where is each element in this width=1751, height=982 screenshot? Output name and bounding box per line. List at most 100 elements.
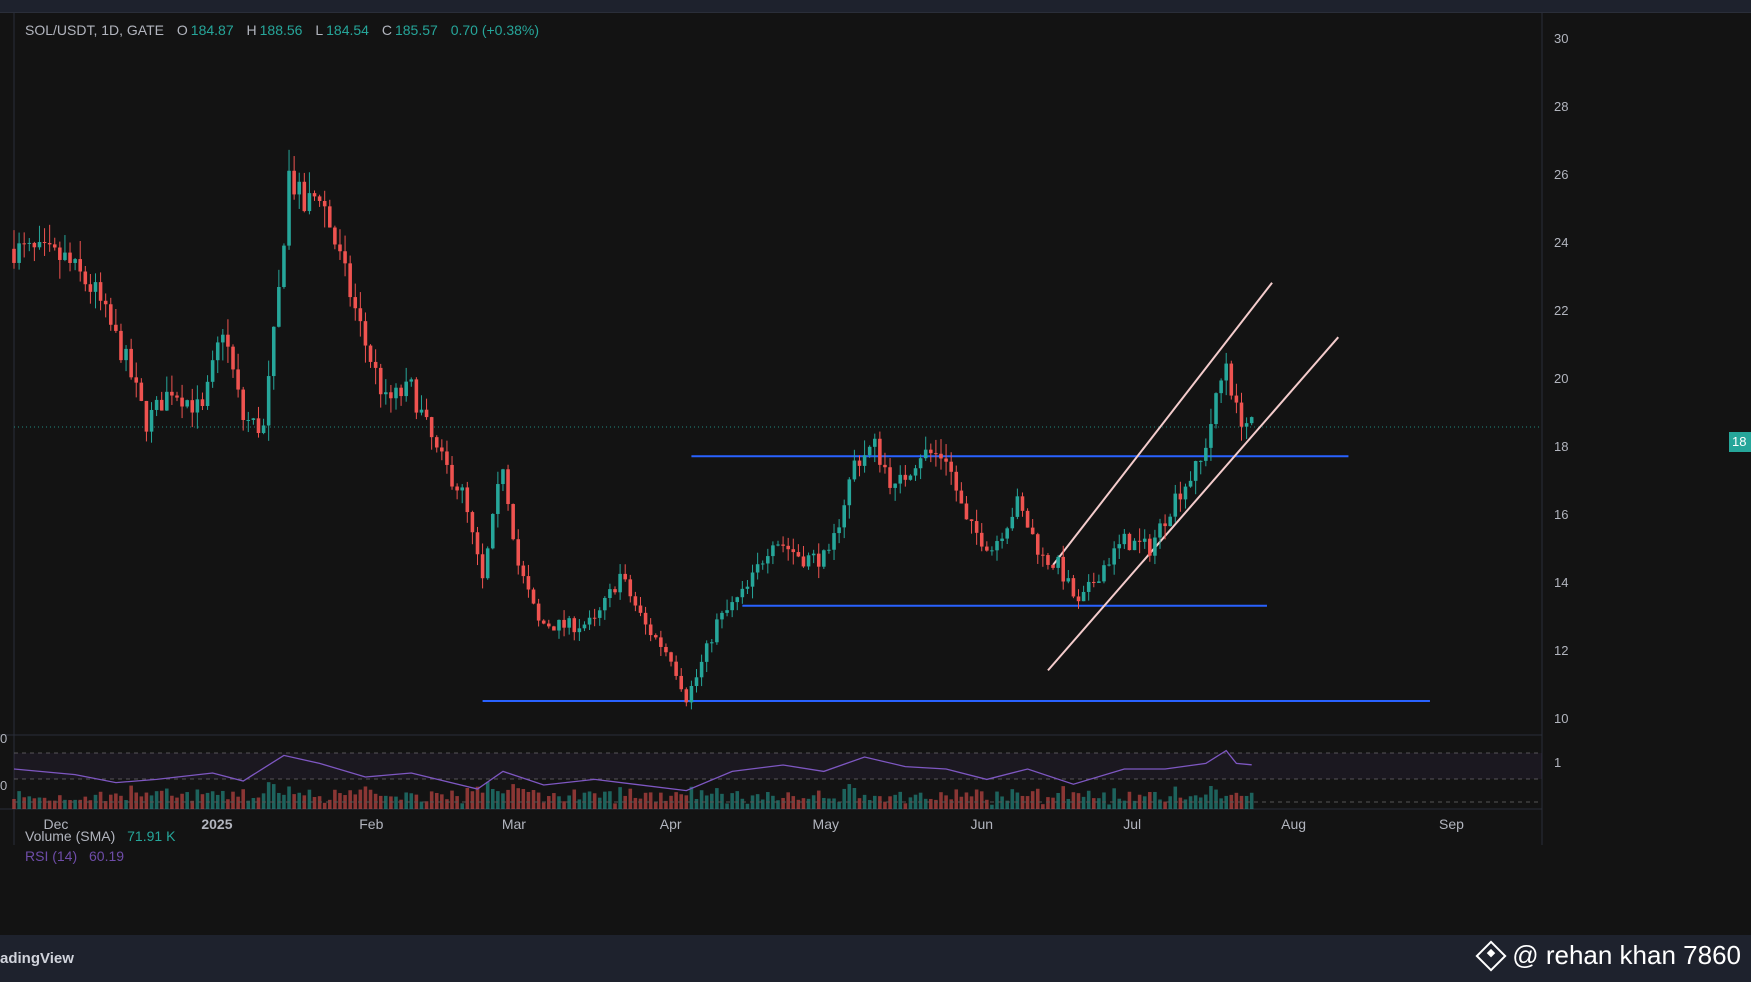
candle (353, 283, 358, 321)
candle (979, 523, 984, 552)
candle-body (1142, 538, 1147, 542)
candle-body (22, 243, 26, 245)
chart-area[interactable]: 30 28 26 24 22 20 18 16 14 12 10 1 0 0 Dec 2025 Feb Mar A… (0, 13, 1751, 935)
volume-bar (378, 795, 383, 809)
candle (394, 383, 398, 410)
candle-body (653, 635, 658, 638)
candle (154, 396, 159, 417)
volume-bar (929, 798, 933, 809)
close-value: 185.57 (394, 22, 438, 38)
candle (781, 536, 785, 553)
high-value: 188.56 (259, 22, 303, 38)
volume-bar (338, 793, 342, 809)
candle (1158, 518, 1162, 549)
volume-legend[interactable]: Volume (SMA) 71.91 K (25, 828, 175, 844)
candle (195, 385, 200, 429)
candle-body (287, 170, 291, 246)
volume-bar (908, 797, 913, 809)
candle-body (180, 397, 184, 407)
candle-body (205, 381, 210, 407)
volume-bar (322, 802, 327, 809)
candle (266, 360, 271, 441)
current-price-tag: 18 (1729, 432, 1751, 452)
rsi-value: 60.19 (89, 848, 125, 864)
candle (547, 619, 551, 629)
candle-body (1168, 516, 1172, 527)
volume-bar (923, 798, 928, 809)
candle (664, 643, 668, 657)
candle-body (552, 626, 556, 631)
volume-bar (1046, 797, 1050, 809)
volume-bar (969, 796, 974, 809)
volume-bar (776, 800, 780, 809)
candle (633, 591, 638, 612)
candle-body (1163, 523, 1167, 527)
volume-bar (979, 791, 984, 809)
high-label: H (246, 22, 257, 38)
volume-bar (847, 784, 852, 809)
candle-body (1209, 424, 1213, 448)
volume-bar (1041, 804, 1045, 809)
candle-body (1204, 447, 1208, 461)
volume-bar (154, 791, 159, 809)
candle-body (165, 391, 169, 411)
candle (679, 668, 684, 692)
volume-bar (791, 796, 796, 809)
candle-body (241, 389, 245, 420)
candle (1086, 574, 1091, 601)
volume-bar (78, 799, 82, 809)
candle (302, 172, 307, 213)
candle (1198, 460, 1203, 475)
volume-bar (664, 800, 668, 809)
volume-bar (134, 792, 139, 809)
candle (1188, 471, 1193, 488)
candle-body (557, 619, 561, 631)
volume-bar (1015, 792, 1020, 809)
candle (1117, 534, 1122, 559)
time-tick-label: 2025 (201, 816, 232, 832)
candle (1244, 417, 1249, 439)
volume-bar (210, 791, 215, 809)
rsi-legend[interactable]: RSI (14) 60.19 (25, 848, 124, 864)
candle-body (964, 503, 969, 520)
candle-body (934, 453, 938, 455)
close-label: C (381, 22, 392, 38)
tradingview-brand[interactable]: adingView (0, 950, 74, 967)
volume-bar (918, 792, 923, 809)
candle (1102, 560, 1106, 584)
candle-body (17, 243, 21, 263)
candle-body (307, 193, 312, 212)
candle-body (1015, 496, 1020, 517)
volume-bar (271, 784, 276, 809)
volume-bar (766, 792, 770, 809)
candle-body (1076, 596, 1081, 602)
candle (562, 610, 566, 637)
candle-body (857, 460, 862, 466)
volume-bar (389, 796, 393, 809)
candle (404, 367, 408, 402)
candle (358, 292, 363, 337)
candle-body (12, 248, 16, 263)
volume-bar (898, 791, 903, 809)
volume-bar (760, 799, 765, 809)
candle-body (786, 545, 790, 550)
candle-body (730, 602, 734, 611)
candle (52, 237, 57, 251)
candle (93, 273, 98, 309)
volume-bar (715, 788, 719, 809)
candle (511, 503, 515, 541)
volume-bar (358, 789, 363, 809)
volume-bar (531, 790, 536, 809)
candle-body (806, 555, 811, 567)
candle-body (1051, 564, 1055, 568)
candle (934, 439, 938, 467)
candle-body (582, 624, 587, 629)
candle-body (526, 576, 531, 590)
volume-bar (73, 799, 77, 809)
candle (475, 526, 480, 566)
price-tick-label: 22 (1554, 303, 1568, 318)
candle-body (1010, 516, 1015, 529)
volume-bar (1061, 786, 1066, 809)
candle-body (1112, 548, 1116, 565)
